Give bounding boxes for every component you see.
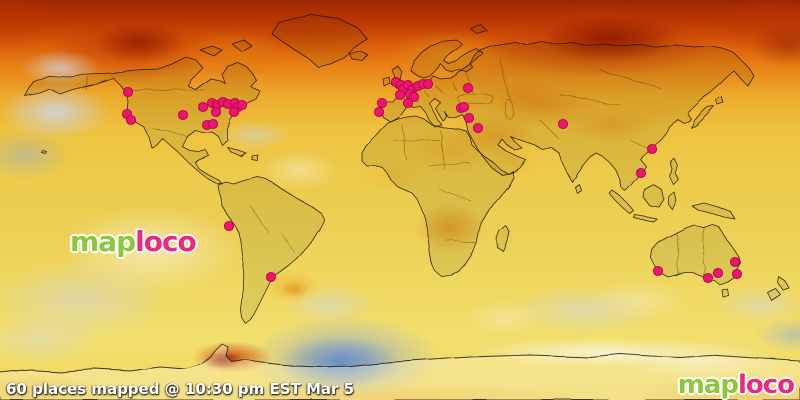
caption-places-mapped: 60 places mapped @ 10:30 pm EST Mar 5 xyxy=(6,380,355,398)
madagascar xyxy=(496,225,511,253)
borders-asia xyxy=(499,59,661,151)
japan xyxy=(690,96,725,129)
logo-map-text: map xyxy=(70,225,136,258)
antarctica-coast xyxy=(0,343,800,400)
new-zealand xyxy=(767,276,790,302)
hispaniola xyxy=(250,154,259,161)
eurasia xyxy=(379,41,755,192)
place-dot xyxy=(223,220,235,232)
logo-loco-text: loco xyxy=(135,225,197,258)
greenland xyxy=(271,13,369,68)
place-dot xyxy=(394,89,406,101)
hawaii xyxy=(41,150,48,155)
borders-australia xyxy=(677,227,705,277)
inland-seas-and-borders xyxy=(85,59,705,277)
place-dot xyxy=(228,106,240,118)
continent-outlines xyxy=(24,13,790,324)
place-dot xyxy=(122,86,134,98)
place-dot xyxy=(729,256,741,268)
borders-south-america xyxy=(249,204,297,255)
tasmania xyxy=(721,288,730,298)
place-dots-layer xyxy=(121,76,743,284)
place-dot xyxy=(265,271,277,283)
sri-lanka xyxy=(574,183,582,194)
place-dot xyxy=(125,114,137,126)
place-dot xyxy=(635,167,647,179)
place-dot xyxy=(402,97,414,109)
philippines xyxy=(668,157,679,185)
border-us-canada xyxy=(85,75,205,91)
place-dot xyxy=(422,78,434,90)
place-dot xyxy=(458,101,470,113)
place-dot xyxy=(462,82,474,94)
place-dot xyxy=(207,118,219,130)
place-dot xyxy=(373,106,385,118)
sumatra xyxy=(608,189,635,215)
arctic-islands xyxy=(199,23,487,57)
place-dot xyxy=(702,272,714,284)
place-dot xyxy=(646,143,658,155)
logo-map-text: map xyxy=(677,370,739,400)
place-dot xyxy=(210,106,222,118)
africa xyxy=(361,115,514,278)
caspian-sea xyxy=(504,99,514,121)
maploco-watermark-left: maploco xyxy=(70,225,197,258)
place-dot xyxy=(408,91,420,103)
maploco-watermark-bottom-right: maploco xyxy=(677,370,795,400)
java xyxy=(633,214,658,223)
black-sea xyxy=(457,93,495,105)
logo-loco-text: loco xyxy=(737,370,795,400)
place-dot xyxy=(376,97,388,109)
place-dot xyxy=(197,101,209,113)
sulawesi xyxy=(667,191,677,210)
ireland xyxy=(382,76,391,87)
place-dot xyxy=(236,99,248,111)
place-dot xyxy=(712,267,724,279)
borneo xyxy=(643,184,665,208)
borders-africa xyxy=(390,124,476,244)
cuba xyxy=(227,147,247,157)
place-dot xyxy=(463,112,475,124)
place-dot xyxy=(177,109,189,121)
border-mexico xyxy=(151,127,189,138)
place-dot xyxy=(731,268,743,280)
iceland xyxy=(349,51,370,62)
place-dot xyxy=(652,265,664,277)
new-guinea xyxy=(691,202,736,220)
place-dot xyxy=(557,118,569,130)
place-dot xyxy=(472,122,484,134)
